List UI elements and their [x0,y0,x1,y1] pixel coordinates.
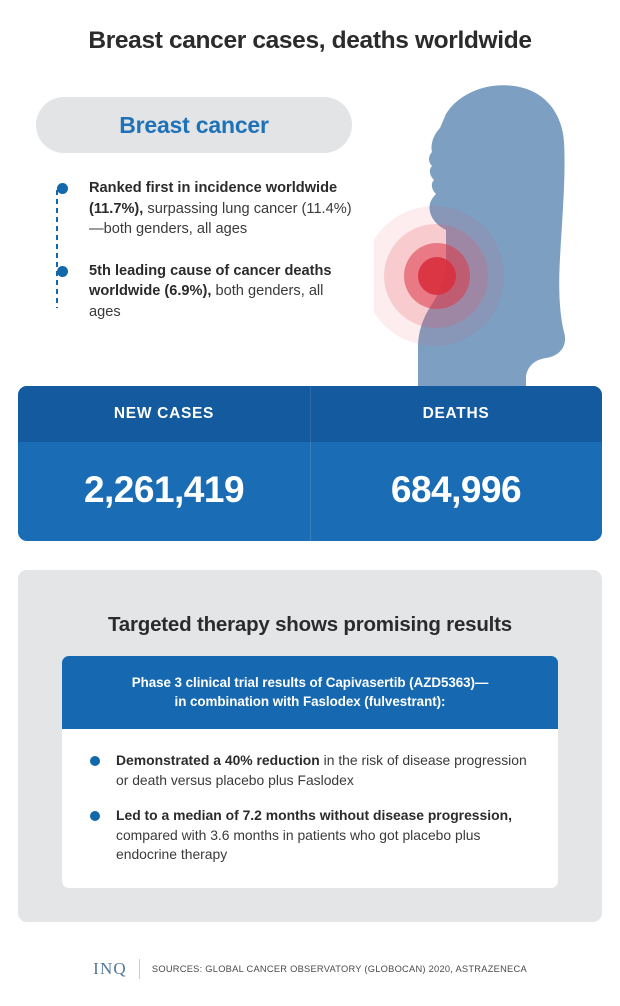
result-bold-text: Demonstrated a 40% reduction [116,752,320,768]
stats-value-row: 2,261,419 684,996 [18,442,602,541]
sources-text: SOURCES: GLOBAL CANCER OBSERVATORY (GLOB… [151,964,527,974]
inq-logo: INQ [93,959,127,978]
fact-bold-text: Ranked first in incidence worldwide (11.… [89,180,338,217]
result-rest-text: in the risk of disease progression or de… [116,752,527,788]
stat-label: NEW CASES [113,405,215,422]
trial-banner-line-1: Phase 3 clinical trial results of Capiva… [131,675,489,690]
result-bold-text: Led to a median of 7.2 months without di… [116,807,512,823]
page-title: Breast cancer cases, deaths worldwide [88,27,532,54]
stat-value-deaths: 684,996 [310,442,602,541]
bullet-dot-icon [57,183,68,194]
trial-banner-line-2: in combination with Faslodex (fulvestran… [174,694,446,709]
list-item: Ranked first in incidence worldwide (11.… [56,178,356,240]
stat-value-new-cases: 2,261,419 [18,442,310,541]
stat-header-new-cases: NEW CASES [18,386,310,442]
stat-label: DEATHS [422,405,490,422]
stat-value: 684,996 [390,469,522,510]
list-item: 5th leading cause of cancer deaths world… [56,261,356,323]
stat-value: 2,261,419 [83,469,245,510]
breast-cancer-chip: Breast cancer [36,97,352,153]
trial-banner: Phase 3 clinical trial results of Capiva… [62,656,558,729]
footer-divider [138,959,140,979]
list-item: Demonstrated a 40% reduction in the risk… [88,751,528,790]
chip-label: Breast cancer [119,111,269,138]
bullet-connector-line [56,190,58,308]
stats-header-row: NEW CASES DEATHS [18,386,602,442]
stat-header-deaths: DEATHS [310,386,602,442]
card-title: Targeted therapy shows promising results [108,613,512,636]
bullet-dot-icon [90,756,100,766]
bullet-dot-icon [57,265,68,277]
woman-silhouette-icon [374,80,620,392]
fact-bold-text: 5th leading cause of cancer deaths world… [89,262,332,300]
footer: INQ SOURCES: GLOBAL CANCER OBSERVATORY (… [0,959,620,979]
trial-results-list: Demonstrated a 40% reduction in the risk… [62,729,558,865]
targeted-therapy-card: Targeted therapy shows promising results… [18,570,602,922]
key-facts-list: Ranked first in incidence worldwide (11.… [56,178,356,322]
list-item: Led to a median of 7.2 months without di… [88,806,528,865]
clinical-trial-panel: Phase 3 clinical trial results of Capiva… [62,656,558,888]
fact-rest-text: surpassing lung cancer (11.4%)—both gend… [89,200,352,238]
fact-rest-text: both genders, all ages [89,283,324,320]
stats-panel: NEW CASES DEATHS 2,261,419 684,996 [18,386,602,541]
bullet-dot-icon [90,811,100,821]
result-rest-text: compared with 3.6 months in patients who… [116,826,481,863]
